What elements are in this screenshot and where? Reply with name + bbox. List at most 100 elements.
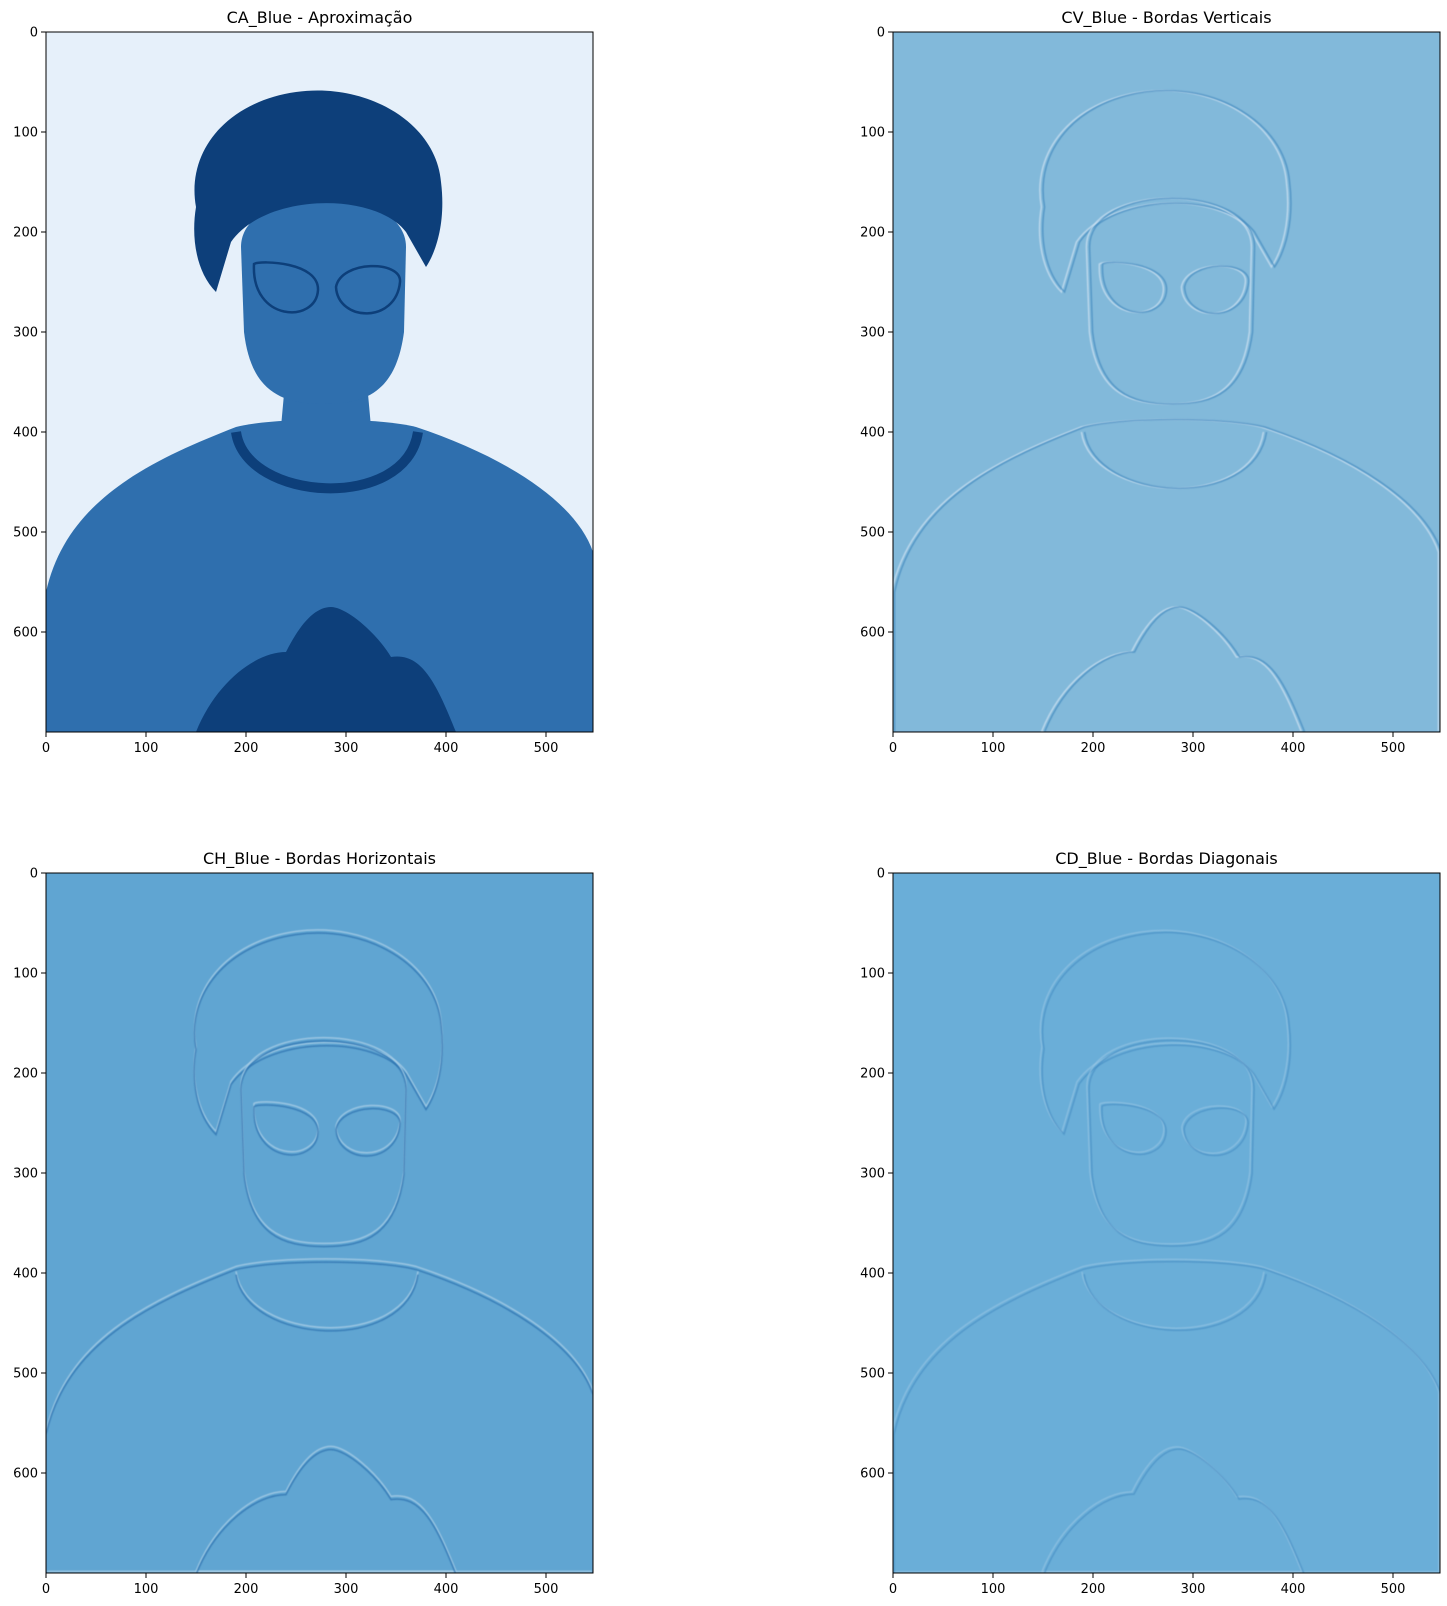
print-region <box>196 607 456 732</box>
axes-frame <box>892 872 1441 1574</box>
edge-light-3 <box>235 1271 419 1329</box>
axes-frame <box>45 31 594 733</box>
edge-light-5 <box>1181 1105 1247 1155</box>
edge-dark-4 <box>1101 261 1168 313</box>
edge-dark-3 <box>1083 1273 1267 1332</box>
y-tick-label: 200 <box>860 226 885 241</box>
y-tick-label: 200 <box>860 1067 885 1082</box>
x-tick-label: 0 <box>889 1582 897 1597</box>
face-region <box>241 198 406 404</box>
y-tick-label: 300 <box>860 1167 885 1182</box>
x-tick-label: 300 <box>334 741 359 756</box>
edge-dark-4 <box>1101 1103 1167 1155</box>
x-tick-label: 200 <box>234 1582 259 1597</box>
y-tick-label: 600 <box>13 626 38 641</box>
y-tick-label: 400 <box>860 1267 885 1282</box>
edge-dark-5 <box>1183 1107 1249 1157</box>
panel-3: CH_Blue - Bordas Horizontais 0 100 200 300 40… <box>13 849 594 1597</box>
y-tick-label: 400 <box>13 426 38 441</box>
edge-dark-4 <box>253 1104 319 1156</box>
image-background <box>46 873 593 1573</box>
edge-light-6 <box>194 1445 458 1573</box>
edge-light-5 <box>1180 265 1247 315</box>
panel-title: CA_Blue - Aproximação <box>227 8 413 28</box>
edge-dark-5 <box>1183 265 1250 315</box>
edge-dark-3 <box>235 1274 419 1332</box>
y-tick-label: 600 <box>860 1467 885 1482</box>
edge-dark-2 <box>46 1261 593 1573</box>
y-tick-label: 500 <box>860 526 885 541</box>
x-tick-label: 400 <box>434 741 459 756</box>
edge-dark-1 <box>240 1040 407 1248</box>
edge-dark-5 <box>335 1107 401 1157</box>
y-tick-label: 200 <box>13 226 38 241</box>
y-tick-label: 0 <box>877 867 885 882</box>
y-tick-label: 200 <box>13 1067 38 1082</box>
y-tick-label: 300 <box>13 326 38 341</box>
heatmap-image <box>46 32 593 732</box>
x-tick-label: 0 <box>42 1582 50 1597</box>
panel-4: CD_Blue - Bordas Diagonais 0 100 200 300 400 5… <box>860 849 1441 1597</box>
x-tick-label: 200 <box>1081 741 1106 756</box>
panel-title: CV_Blue - Bordas Verticais <box>1061 8 1271 28</box>
x-tick-label: 200 <box>1081 1582 1106 1597</box>
y-tick-label: 300 <box>860 326 885 341</box>
y-tick-label: 100 <box>13 967 38 982</box>
x-tick-label: 500 <box>534 1582 559 1597</box>
x-tick-label: 300 <box>1181 741 1206 756</box>
y-tick-label: 100 <box>13 126 38 141</box>
x-tick-label: 300 <box>1181 1582 1206 1597</box>
x-tick-label: 100 <box>134 741 159 756</box>
y-tick-label: 0 <box>30 867 38 882</box>
x-tick-label: 400 <box>1281 1582 1306 1597</box>
y-tick-label: 300 <box>13 1167 38 1182</box>
y-tick-label: 0 <box>30 26 38 41</box>
edge-dark-0 <box>193 932 444 1137</box>
heatmap-image <box>46 873 593 1573</box>
x-tick-label: 500 <box>1381 1582 1406 1597</box>
image-background <box>893 873 1440 1573</box>
image-background <box>893 32 1440 732</box>
shirt-region <box>46 419 593 732</box>
edge-dark-2 <box>893 1260 1440 1573</box>
y-tick-label: 100 <box>860 967 885 982</box>
x-tick-label: 100 <box>981 741 1006 756</box>
edge-dark-1 <box>1088 197 1256 405</box>
x-tick-label: 100 <box>981 1582 1006 1597</box>
x-tick-label: 0 <box>889 741 897 756</box>
panel-title: CD_Blue - Bordas Diagonais <box>1055 849 1278 869</box>
y-tick-label: 0 <box>877 26 885 41</box>
y-tick-label: 100 <box>860 126 885 141</box>
y-tick-label: 600 <box>860 626 885 641</box>
y-tick-label: 400 <box>860 426 885 441</box>
panel-title: CH_Blue - Bordas Horizontais <box>203 849 436 869</box>
edge-dark-6 <box>1043 606 1306 732</box>
axes-frame <box>892 31 1441 733</box>
x-tick-label: 100 <box>134 1582 159 1597</box>
heatmap-image <box>893 873 1440 1573</box>
panel-2: CV_Blue - Bordas Verticais 0 100 200 300 400 5… <box>860 8 1441 756</box>
hair-region <box>194 90 443 292</box>
edge-light-2 <box>46 1258 593 1573</box>
y-tick-label: 500 <box>13 526 38 541</box>
edge-dark-3 <box>1083 431 1268 489</box>
edge-light-0 <box>1039 929 1289 1134</box>
panel-1: CA_Blue - Aproximação 0 100 200 300 400 500 0 10… <box>13 8 594 756</box>
edge-dark-1 <box>1088 1039 1255 1247</box>
axes-frame <box>45 872 594 1574</box>
edge-dark-6 <box>195 1448 457 1573</box>
x-tick-label: 300 <box>334 1582 359 1597</box>
y-tick-label: 500 <box>13 1367 38 1382</box>
edge-dark-2 <box>893 418 1440 732</box>
edge-dark-6 <box>1043 1448 1305 1573</box>
glasses-right <box>334 264 402 315</box>
edge-light-0 <box>1038 89 1289 294</box>
collar-edge <box>231 430 423 494</box>
x-tick-label: 500 <box>1381 741 1406 756</box>
x-tick-label: 500 <box>534 741 559 756</box>
edge-dark-0 <box>1042 89 1292 294</box>
y-tick-label: 600 <box>13 1467 38 1482</box>
edge-light-1 <box>240 1036 407 1245</box>
y-tick-label: 400 <box>13 1267 38 1282</box>
